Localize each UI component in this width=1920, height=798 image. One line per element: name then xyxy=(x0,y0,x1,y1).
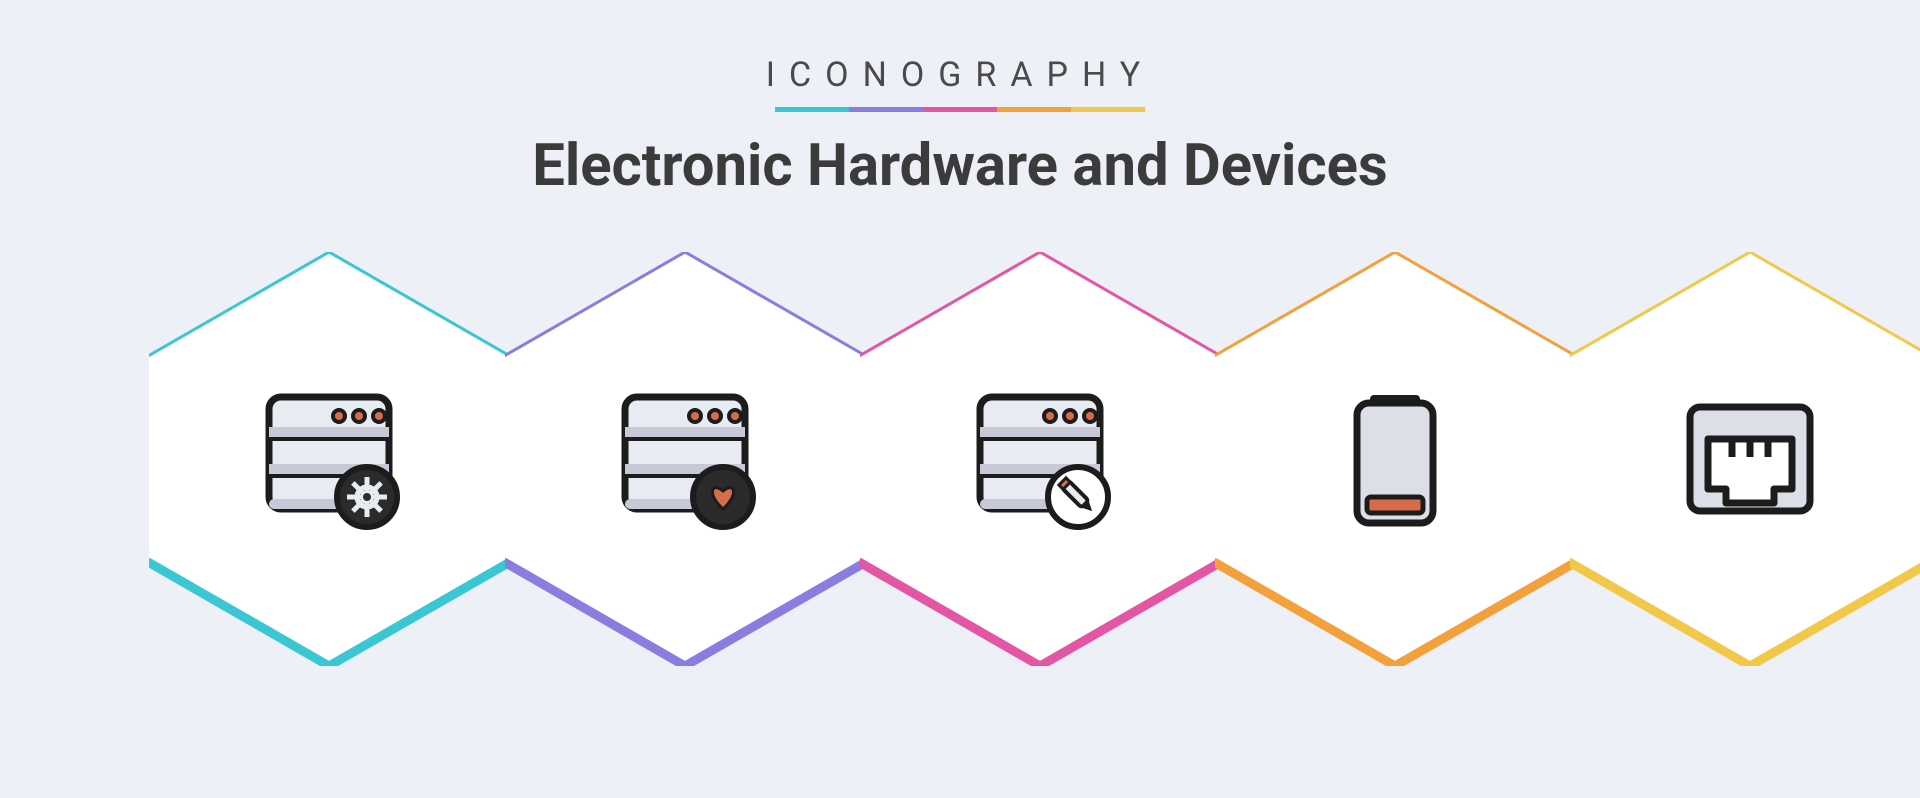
database-settings-icon xyxy=(149,252,509,666)
page-title: Electronic Hardware and Devices xyxy=(532,132,1387,200)
hex-tile xyxy=(1570,252,1920,666)
battery-low-icon xyxy=(1215,252,1575,666)
database-favorite-icon xyxy=(505,252,865,666)
database-edit-icon xyxy=(860,252,1220,666)
ethernet-port-icon xyxy=(1570,252,1920,666)
hex-tile xyxy=(1215,252,1575,666)
hex-tile xyxy=(860,252,1220,666)
underline-segment xyxy=(923,107,997,112)
underline-segment xyxy=(1071,107,1145,112)
icon-row xyxy=(0,230,1920,690)
underline-segment xyxy=(997,107,1071,112)
hex-tile xyxy=(505,252,865,666)
brand-underlines xyxy=(532,107,1387,112)
underline-segment xyxy=(849,107,923,112)
underline-segment xyxy=(775,107,849,112)
hex-tile xyxy=(149,252,509,666)
brand-label: ICONOGRAPHY xyxy=(532,55,1387,95)
